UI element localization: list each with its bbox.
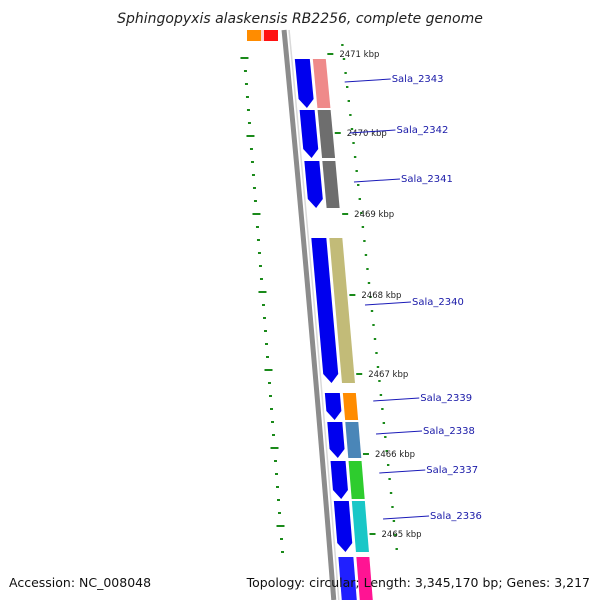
gene-leader-line xyxy=(349,129,396,134)
tick-layer xyxy=(240,44,398,553)
backbone-layer xyxy=(281,29,340,600)
bottom-pink-feature xyxy=(356,557,373,600)
cds-arrow xyxy=(324,393,342,420)
cds-arrow xyxy=(327,422,345,458)
map-title: Sphingopyxis alaskensis RB2256, complete… xyxy=(117,11,483,27)
gene-leader-line xyxy=(353,178,401,183)
gene-leader-line xyxy=(373,397,420,402)
label-layer: 2471 kbp 2470 kbp 2469 kbp 2468 kbp 2467 kbp… xyxy=(339,50,482,540)
gene-block xyxy=(322,161,340,208)
cds-arrow xyxy=(330,461,348,499)
kbp-label: 2471 kbp xyxy=(339,50,379,60)
topology-text: Topology: circular; Length: 3,345,170 bp… xyxy=(246,575,590,590)
gene-block xyxy=(329,238,355,383)
gene-block xyxy=(345,422,362,458)
backbone-ring xyxy=(281,29,337,600)
kbp-label: 2465 kbp xyxy=(382,530,422,540)
gene-label: Sala_2337 xyxy=(426,465,478,476)
gene-label: Sala_2343 xyxy=(392,74,444,85)
cds-arrow xyxy=(299,110,319,158)
backbone-ring-highlight xyxy=(288,29,340,600)
kbp-label: 2468 kbp xyxy=(361,291,401,301)
gene-label: Sala_2340 xyxy=(412,297,464,308)
cds-arrow xyxy=(311,238,339,383)
cds-arrow xyxy=(294,59,314,108)
gene-block xyxy=(317,110,336,158)
cds-arrow xyxy=(333,501,353,552)
gene-block xyxy=(348,461,365,499)
gene-leader-line xyxy=(344,78,391,83)
accession-text: Accession: NC_008048 xyxy=(9,575,152,590)
kbp-label: 2469 kbp xyxy=(354,210,394,220)
bottom-blue-feature xyxy=(338,557,357,600)
gene-block xyxy=(351,501,369,552)
top-orange-feature xyxy=(247,30,261,41)
kbp-label: 2470 kbp xyxy=(347,129,387,139)
gene-leader-line xyxy=(383,515,430,520)
gene-block xyxy=(342,393,359,420)
kbp-label: 2466 kbp xyxy=(375,450,415,460)
gene-block xyxy=(312,59,331,108)
gene-label: Sala_2338 xyxy=(423,426,475,437)
top-red-feature xyxy=(264,30,278,41)
gene-leader-line xyxy=(379,469,426,474)
gene-label: Sala_2339 xyxy=(420,393,472,404)
gene-label: Sala_2342 xyxy=(396,125,448,136)
gene-layer xyxy=(247,30,373,600)
gene-leader-line xyxy=(364,301,412,306)
gene-leader-line xyxy=(376,430,423,435)
cds-arrow xyxy=(304,161,323,208)
kbp-label: 2467 kbp xyxy=(368,370,408,380)
top-feature-gap xyxy=(261,30,264,41)
gene-label: Sala_2336 xyxy=(430,511,482,522)
gene-label: Sala_2341 xyxy=(401,174,453,185)
